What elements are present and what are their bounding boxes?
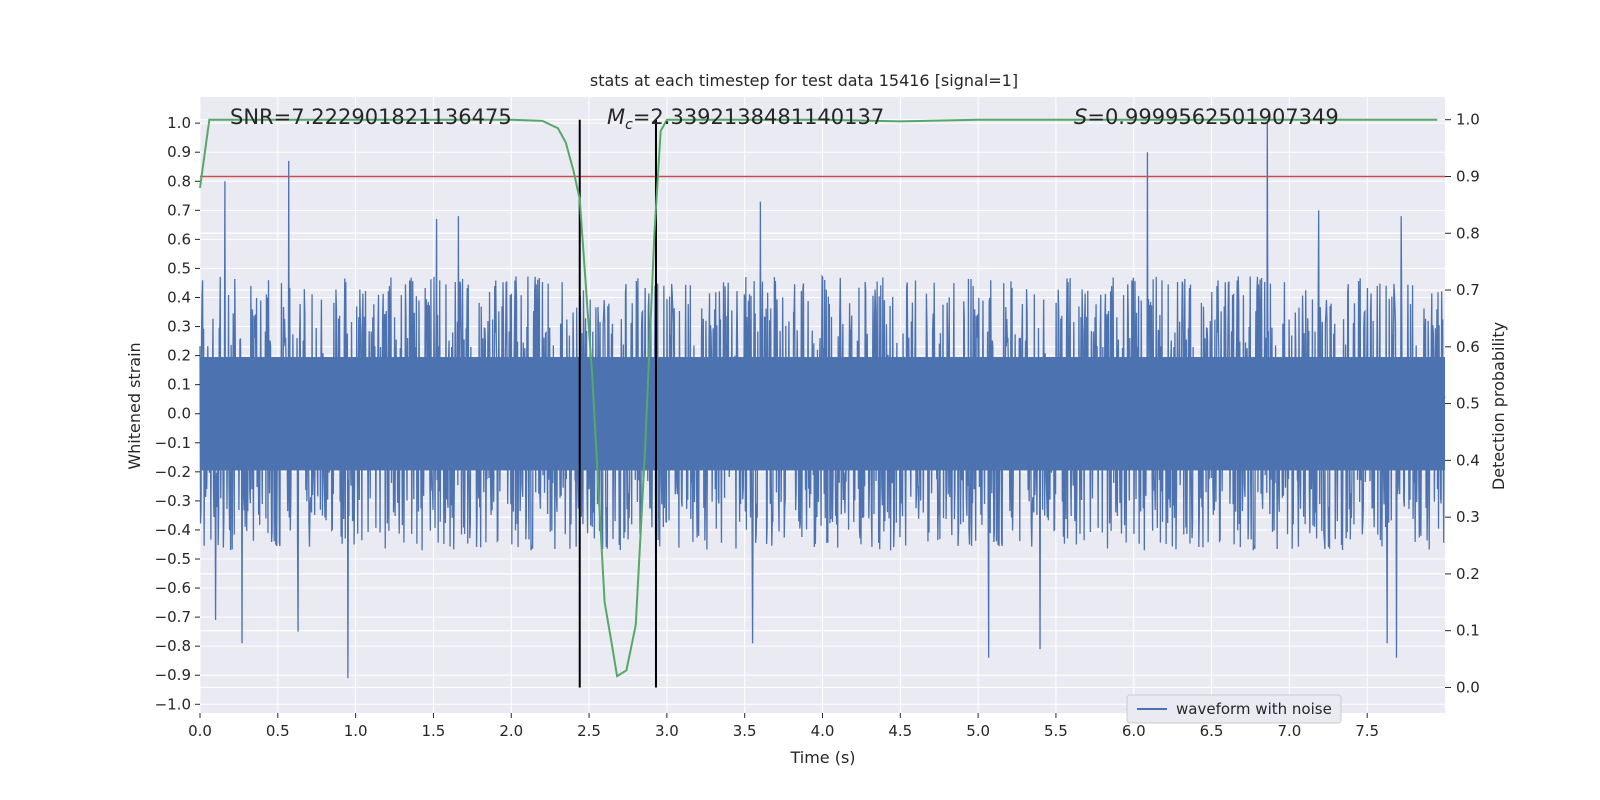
- x-axis-label: Time (s): [789, 748, 855, 767]
- y2-tick-label: 0.9: [1456, 167, 1480, 185]
- y-tick-label: 0.3: [167, 318, 191, 336]
- x-tick-label: 2.5: [577, 722, 601, 740]
- y2-axis-label: Detection probability: [1489, 322, 1508, 490]
- y2-tick-label: 0.8: [1456, 224, 1480, 242]
- y-tick-label: 0.1: [167, 376, 191, 394]
- score-symbol: S: [1074, 105, 1087, 129]
- y2-tick-label: 0.2: [1456, 565, 1480, 583]
- y2-tick-label: 0.1: [1456, 622, 1480, 640]
- y2-tick-label: 0.4: [1456, 451, 1480, 469]
- waveform-series: [199, 123, 1446, 679]
- y-tick-label: −0.7: [155, 608, 191, 626]
- y-tick-label: −1.0: [155, 695, 191, 713]
- x-tick-label: 1.0: [344, 722, 368, 740]
- score-value: =0.9999562501907349: [1087, 105, 1338, 129]
- y2-tick-label: 0.5: [1456, 395, 1480, 413]
- x-tick-label: 7.5: [1355, 722, 1379, 740]
- legend: waveform with noise: [1126, 694, 1342, 724]
- y-tick-label: −0.4: [155, 521, 191, 539]
- chirp-mass-value: =2.3392138481140137: [633, 105, 884, 129]
- chirp-mass-subscript: c: [625, 117, 633, 133]
- y-tick-label: −0.2: [155, 463, 191, 481]
- y-tick-label: 1.0: [167, 114, 191, 132]
- x-tick-label: 5.5: [1044, 722, 1068, 740]
- y-tick-label: 0.4: [167, 288, 191, 306]
- x-axis-ticks: 0.0 0.5 1.0 1.5 2.0 2.5 3.0 3.5 4.0 4.5 5.0 5.5 6.0 6…: [188, 713, 1379, 740]
- x-tick-label: 3.0: [655, 722, 679, 740]
- x-tick-label: 0.5: [266, 722, 290, 740]
- y-tick-label: 0.9: [167, 143, 191, 161]
- x-tick-label: 1.5: [422, 722, 446, 740]
- x-tick-label: 2.0: [499, 722, 523, 740]
- y-tick-label: −0.8: [155, 637, 191, 655]
- y2-tick-label: 0.7: [1456, 281, 1480, 299]
- y-tick-label: 0.8: [167, 172, 191, 190]
- x-tick-label: 0.0: [188, 722, 212, 740]
- y-tick-label: −0.1: [155, 434, 191, 452]
- y-tick-label: 0.5: [167, 259, 191, 277]
- y-tick-label: −0.3: [155, 492, 191, 510]
- y-tick-label: 0.0: [167, 405, 191, 423]
- y-tick-label: 0.6: [167, 230, 191, 248]
- legend-box: [1126, 694, 1342, 724]
- legend-label: waveform with noise: [1176, 700, 1332, 718]
- y2-tick-label: 0.3: [1456, 508, 1480, 526]
- y-tick-label: −0.6: [155, 579, 191, 597]
- detection-probability-line: [199, 118, 1438, 678]
- x-tick-label: 7.0: [1277, 722, 1301, 740]
- y-tick-label: 0.2: [167, 347, 191, 365]
- chirp-mass-annotation: Mc=2.3392138481140137: [607, 105, 884, 133]
- y2-tick-label: 0.6: [1456, 338, 1480, 356]
- y-tick-label: −0.9: [155, 666, 191, 684]
- chirp-mass-symbol: M: [607, 105, 625, 129]
- y2-tick-label: 0.0: [1456, 678, 1480, 696]
- y2-tick-label: 1.0: [1456, 111, 1480, 129]
- y-axis-label: Whitened strain: [125, 342, 144, 469]
- x-tick-label: 4.5: [888, 722, 912, 740]
- x-tick-label: 3.5: [733, 722, 757, 740]
- y-tick-label: 0.7: [167, 201, 191, 219]
- y2-axis-ticks: 0.0 0.1 0.2 0.3 0.4 0.5 0.6 0.7 0.8 0.9 1.0: [1445, 111, 1480, 696]
- x-tick-label: 6.5: [1200, 722, 1224, 740]
- x-tick-label: 5.0: [966, 722, 990, 740]
- y-tick-label: −0.5: [155, 550, 191, 568]
- snr-annotation: SNR=7.222901821136475: [230, 105, 512, 129]
- x-tick-label: 4.0: [811, 722, 835, 740]
- detection-score-annotation: S=0.9999562501907349: [1074, 105, 1339, 129]
- x-tick-label: 6.0: [1122, 722, 1146, 740]
- chart-title: stats at each timestep for test data 154…: [590, 71, 1018, 90]
- waveform-dense-band: [200, 357, 1445, 471]
- y-axis-ticks: −1.0 −0.9 −0.8 −0.7 −0.6 −0.5 −0.4 −0.3 −0.2 −0.1…: [155, 114, 200, 713]
